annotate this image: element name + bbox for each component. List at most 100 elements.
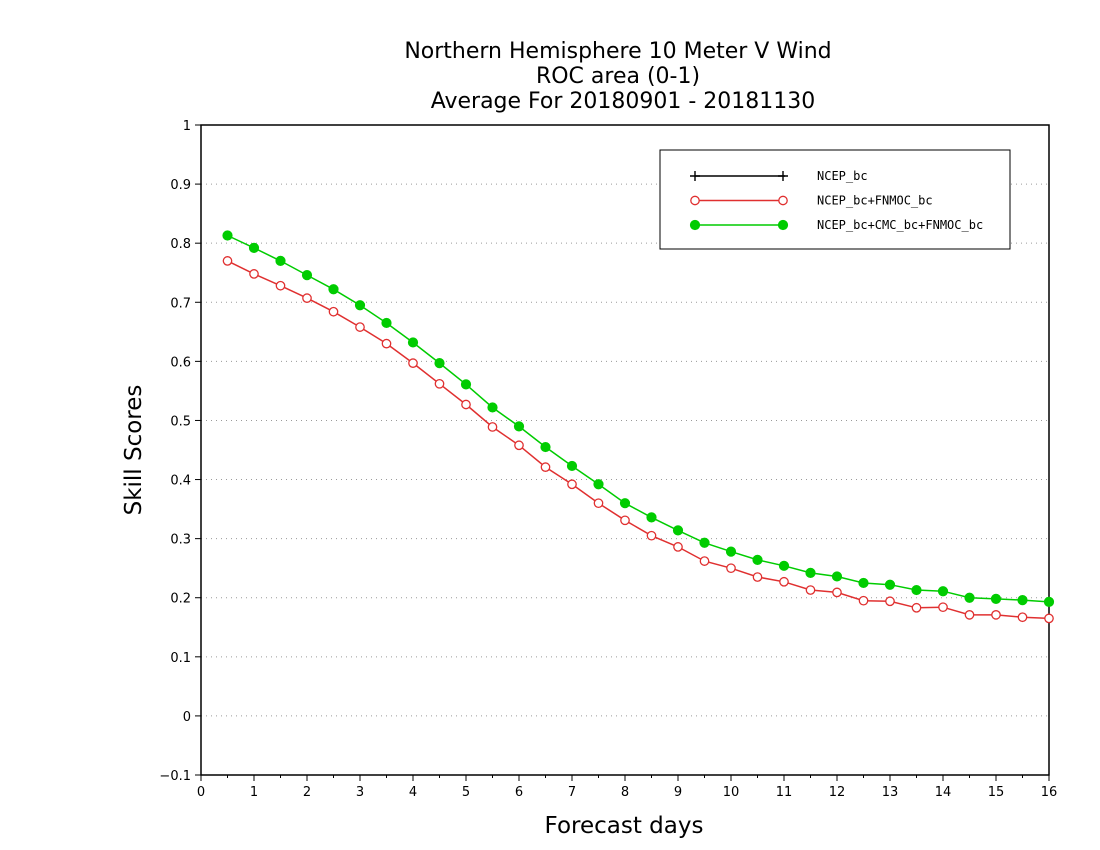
data-point	[779, 576, 789, 587]
x-axis-label: Forecast days	[545, 813, 704, 839]
data-point	[354, 300, 366, 311]
data-point	[487, 402, 498, 413]
y-tick-label: 0.3	[170, 533, 191, 548]
data-point	[275, 280, 286, 291]
data-point	[514, 440, 524, 451]
data-point	[301, 269, 313, 281]
data-point	[540, 441, 551, 453]
x-tick-label: 6	[515, 785, 523, 800]
data-point	[1044, 613, 1054, 624]
series-line	[227, 260, 1050, 620]
legend-marker	[778, 195, 788, 206]
chart-title-line-1: Northern Hemisphere 10 Meter V Wind	[404, 39, 831, 64]
data-point	[222, 256, 233, 266]
data-point	[805, 567, 816, 579]
data-point	[991, 610, 1001, 620]
x-tick-label: 13	[882, 785, 899, 800]
data-point	[328, 284, 339, 295]
legend-label: NCEP_bc+CMC_bc+FNMOC_bc	[817, 218, 983, 232]
series-2	[222, 230, 1055, 607]
data-point	[885, 596, 895, 607]
data-point	[938, 602, 948, 613]
data-point	[434, 378, 445, 389]
x-tick-label: 8	[621, 785, 629, 800]
data-point	[858, 595, 869, 606]
data-point	[752, 572, 763, 582]
data-point	[884, 579, 896, 590]
data-point	[328, 306, 339, 317]
data-point	[487, 422, 498, 432]
y-tick-label: 0.5	[170, 414, 191, 429]
data-point	[593, 479, 604, 490]
data-point	[620, 515, 630, 526]
data-point	[990, 593, 1002, 605]
y-tick-label: 0.7	[170, 296, 191, 311]
x-tick-label: 9	[674, 785, 682, 800]
data-point	[540, 462, 551, 472]
x-tick-label: 1	[250, 785, 258, 800]
data-point	[646, 512, 657, 523]
data-point	[778, 560, 790, 571]
data-point	[513, 421, 525, 432]
y-tick-label: 0.8	[170, 237, 191, 252]
series-1	[222, 256, 1054, 624]
data-point	[355, 322, 365, 332]
data-point	[408, 358, 418, 368]
y-tick-label: −0.1	[159, 769, 191, 784]
y-tick-label: 0.6	[170, 355, 191, 370]
data-point	[725, 546, 737, 557]
x-tick-label: 16	[1041, 785, 1058, 800]
data-point	[1017, 594, 1028, 606]
data-point	[673, 542, 683, 552]
data-point	[911, 584, 922, 596]
gridlines	[201, 183, 1049, 717]
data-point	[858, 577, 869, 589]
legend-marker	[777, 219, 789, 231]
legend-box	[659, 149, 1011, 250]
data-point	[460, 379, 472, 390]
y-tick-label: 0.9	[170, 178, 191, 193]
data-point	[911, 602, 922, 613]
data-point	[699, 537, 710, 548]
legend-marker	[689, 219, 701, 231]
y-axis-label: Skill Scores	[121, 385, 147, 516]
data-point	[381, 338, 392, 349]
legend-marker	[690, 195, 700, 206]
data-point	[752, 554, 763, 566]
legend-label: NCEP_bc	[817, 169, 868, 183]
y-tick-label: 0.4	[170, 474, 191, 489]
data-point	[1017, 612, 1028, 623]
data-point	[567, 479, 577, 490]
legend: NCEP_bc NCEP_bc+FNMOC_bc NCEP_bc+CMC_bc+FN…	[659, 149, 1011, 250]
data-point	[381, 317, 392, 329]
chart-title-line-2: ROC area (0-1)	[536, 64, 700, 89]
data-point	[726, 563, 736, 574]
series-line	[227, 234, 1050, 603]
data-point	[593, 498, 604, 509]
data-point	[805, 585, 816, 595]
legend-marker	[778, 171, 788, 181]
y-tick-label: 0.2	[170, 592, 191, 607]
x-tick-label: 11	[776, 785, 793, 800]
x-tick-label: 10	[723, 785, 740, 800]
legend-label: NCEP_bc+FNMOC_bc	[817, 194, 933, 208]
data-point	[646, 530, 657, 541]
data-point	[964, 610, 975, 620]
x-tick-label: 12	[829, 785, 846, 800]
series-layer	[222, 230, 1055, 624]
data-point	[832, 587, 842, 598]
data-point	[699, 556, 710, 566]
data-point	[831, 571, 843, 582]
data-point	[249, 269, 259, 279]
data-point	[407, 337, 419, 348]
x-tick-label: 3	[356, 785, 364, 800]
legend-marker	[690, 171, 700, 181]
x-tick-label: 2	[303, 785, 311, 800]
chart-title-line-3: Average For 20180901 - 20181130	[431, 89, 816, 114]
data-point	[222, 230, 233, 241]
y-tick-label: 0.1	[170, 651, 191, 666]
y-tick-label: 1	[183, 119, 191, 134]
data-point	[434, 358, 445, 369]
data-point	[672, 525, 684, 536]
